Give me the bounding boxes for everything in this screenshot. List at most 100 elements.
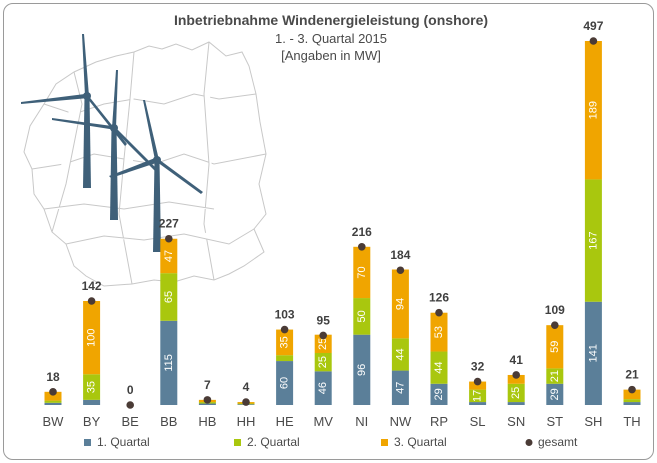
bar-label-sh-q1: 141	[587, 344, 599, 362]
bar-label-sh-q3: 189	[587, 101, 599, 119]
bar-by-q3	[83, 301, 101, 375]
bar-label-mv-q1: 46	[317, 382, 329, 394]
bar-bw-q3	[44, 391, 62, 401]
total-label-hh: 4	[243, 380, 250, 394]
bar-ni-q3	[353, 246, 371, 299]
bar-th-q3	[623, 389, 641, 400]
bar-label-rp-q3: 53	[433, 326, 445, 338]
bar-sh-q1	[584, 301, 602, 405]
bar-label-ni-q1: 96	[356, 364, 368, 376]
bar-st-q1	[546, 383, 564, 405]
bar-label-sh-q2: 167	[587, 231, 599, 249]
bar-st-q2	[546, 368, 564, 384]
x-tick-label-nw: NW	[390, 414, 412, 429]
x-tick-label-mv: MV	[313, 414, 333, 429]
total-marker-sn	[512, 371, 520, 379]
total-marker-st	[551, 321, 559, 329]
bar-label-he-q1: 60	[279, 377, 291, 389]
x-tick-label-he: HE	[276, 414, 294, 429]
bar-by-q2	[83, 374, 101, 400]
bar-label-ni-q2: 50	[356, 310, 368, 322]
bar-nw-q2	[391, 338, 409, 371]
bar-sl-q1	[469, 402, 487, 405]
total-label-nw: 184	[390, 248, 410, 262]
bar-rp-q1	[430, 383, 448, 405]
bar-bw-q2	[44, 400, 62, 403]
bar-label-bb-q2: 65	[163, 291, 175, 303]
bar-nw-q3	[391, 269, 409, 339]
total-label-hb: 7	[204, 378, 211, 392]
x-tick-label-sn: SN	[507, 414, 525, 429]
bar-bb-q2	[160, 273, 178, 321]
bar-label-nw-q2: 44	[394, 348, 406, 360]
x-tick-label-st: ST	[546, 414, 563, 429]
total-marker-sl	[473, 377, 482, 386]
bar-mv-q2	[314, 353, 332, 372]
total-label-sn: 41	[510, 353, 524, 367]
total-marker-sh	[589, 37, 598, 45]
bar-label-by-q3: 100	[86, 328, 98, 346]
bar-label-mv-q3: 25	[317, 338, 329, 350]
bar-sl-q3	[469, 381, 487, 390]
legend-marker-total	[525, 439, 533, 446]
total-label-bb: 227	[159, 217, 179, 231]
bar-he-q1	[276, 361, 294, 405]
total-marker-hh	[242, 398, 250, 406]
bar-sh-q2	[584, 179, 602, 302]
labels-layer: 18 35 100 142 0 115 65 47 227 7 4 60 35 103 46 25 25 95 96…	[46, 19, 639, 409]
chart-subtitle: 1. - 3. Quartal 2015	[275, 31, 387, 46]
total-label-bw: 18	[46, 370, 60, 384]
x-tick-label-by: BY	[83, 414, 101, 429]
bar-rp-q3	[430, 312, 448, 352]
total-marker-ni	[358, 243, 366, 251]
x-tick-label-hb: HB	[198, 414, 216, 429]
legend-swatch-q1	[84, 439, 91, 446]
bar-label-nw-q3: 94	[394, 298, 406, 310]
bar-sh-q3	[584, 41, 602, 180]
bar-he-q3	[276, 329, 294, 356]
bar-label-rp-q2: 44	[433, 362, 445, 374]
x-tick-label-be: BE	[122, 414, 140, 429]
bar-nw-q1	[391, 370, 409, 405]
bar-label-sl-q2: 17	[472, 390, 484, 402]
chart-frame: Inbetriebnahme Windenergieleistung (onsh…	[3, 3, 654, 460]
total-marker-by	[87, 297, 96, 305]
bar-rp-q2	[430, 351, 448, 384]
bar-bb-q1	[160, 320, 178, 405]
legend-label-q1: 1. Quartal	[97, 435, 150, 449]
bar-label-mv-q2: 25	[317, 356, 329, 368]
x-tick-label-ni: NI	[355, 414, 368, 429]
bars-layer	[44, 41, 641, 405]
chart-unit-note: [Angaben in MW]	[281, 48, 381, 63]
bar-he-q2	[276, 355, 294, 362]
bar-label-bb-q3: 47	[163, 250, 175, 262]
total-label-rp: 126	[429, 291, 449, 305]
bar-label-by-q2: 35	[86, 381, 98, 393]
bar-label-sn-q2: 25	[510, 387, 522, 399]
x-tick-label-bb: BB	[160, 414, 177, 429]
legend-swatch-q2	[234, 439, 241, 446]
bar-th-q2	[623, 399, 641, 403]
total-marker-bb	[165, 234, 173, 243]
legend-swatch-q3	[381, 439, 388, 446]
bar-th-q1	[623, 402, 641, 405]
chart-canvas: Inbetriebnahme Windenergieleistung (onsh…	[21, 12, 641, 449]
total-label-ni: 216	[352, 225, 372, 239]
bar-label-st-q3: 59	[549, 341, 561, 353]
total-label-mv: 95	[317, 313, 331, 327]
bar-label-bb-q1: 115	[163, 354, 175, 372]
total-label-st: 109	[545, 303, 565, 317]
chart-title: Inbetriebnahme Windenergieleistung (onsh…	[174, 12, 488, 28]
x-tick-label-th: TH	[623, 414, 640, 429]
bar-by-q1	[83, 399, 101, 405]
legend-label-total: gesamt	[538, 435, 578, 449]
total-label-by: 142	[82, 279, 102, 293]
bar-bw-q1	[44, 402, 62, 405]
bar-sn-q3	[507, 374, 525, 384]
total-label-he: 103	[275, 308, 295, 322]
total-marker-he	[280, 325, 289, 334]
total-label-sh: 497	[583, 19, 603, 33]
wind-turbine-icon	[21, 34, 203, 252]
bar-label-he-q3: 35	[279, 336, 291, 348]
bar-sn-q1	[507, 402, 525, 405]
